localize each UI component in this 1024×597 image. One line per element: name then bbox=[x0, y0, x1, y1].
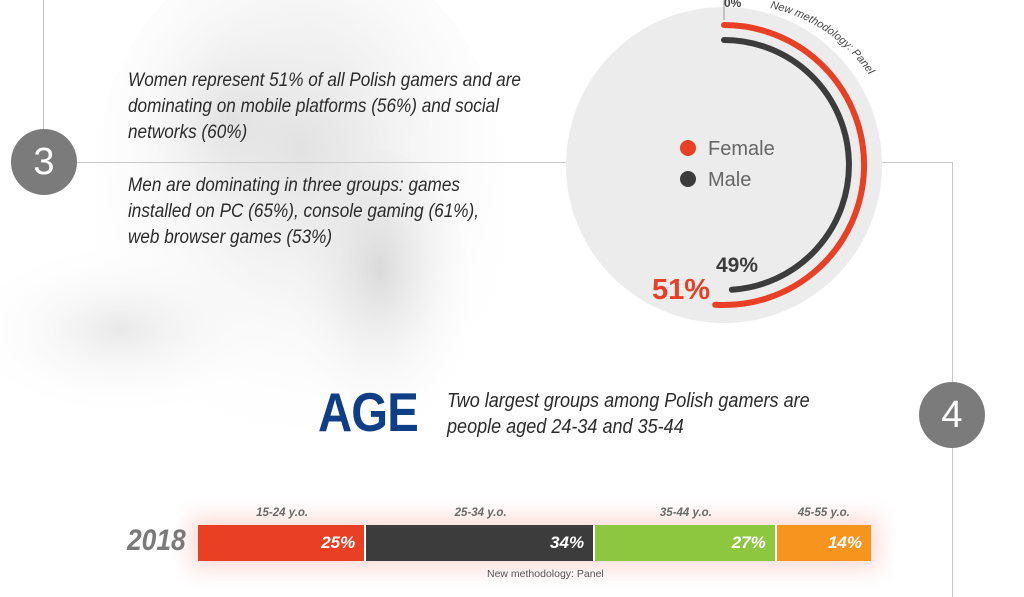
legend-male-label: Male bbox=[708, 169, 751, 191]
connector-line bbox=[77, 162, 953, 163]
background-photo bbox=[0, 0, 510, 460]
step-number-3: 3 bbox=[11, 129, 77, 195]
female-value-label: 51% bbox=[652, 274, 710, 306]
age-group-label: 35-44 y.o. bbox=[659, 507, 712, 519]
age-group-label: 15-24 y.o. bbox=[256, 507, 309, 519]
age-segment-15-24-y-o: 25% bbox=[198, 525, 365, 561]
connector-line bbox=[952, 448, 953, 597]
age-group-label: 45-55 y.o. bbox=[797, 507, 850, 519]
gender-chart: New methodology: Panel 0% Female Male 49… bbox=[566, 0, 882, 323]
connector-line bbox=[43, 0, 44, 130]
men-statement: Men are dominating in three groups: game… bbox=[128, 174, 480, 248]
age-segment-25-34-y-o: 34% bbox=[366, 525, 594, 561]
methodology-note: New methodology: Panel bbox=[487, 568, 604, 580]
legend-male-dot bbox=[680, 171, 696, 187]
age-stacked-bar: 25% 34% 27% 14% bbox=[198, 525, 871, 561]
age-group-label: 25-34 y.o. bbox=[454, 507, 507, 519]
female-arc bbox=[712, 22, 867, 308]
age-segment-45-55-y-o: 14% bbox=[776, 525, 871, 561]
age-segment-35-44-y-o: 27% bbox=[595, 525, 775, 561]
step-number-4: 4 bbox=[919, 382, 985, 448]
male-value-label: 49% bbox=[716, 254, 758, 277]
legend-female-label: Female bbox=[708, 138, 775, 160]
age-title: AGE bbox=[318, 381, 419, 443]
zero-label: 0% bbox=[724, 0, 742, 10]
male-arc bbox=[721, 37, 852, 293]
chart-backdrop bbox=[566, 7, 882, 323]
connector-line bbox=[952, 162, 953, 382]
age-description: Two largest groups among Polish gamers a… bbox=[447, 389, 810, 438]
legend-female-dot bbox=[680, 140, 696, 156]
year-label: 2018 bbox=[127, 524, 186, 557]
women-statement: Women represent 51% of all Polish gamers… bbox=[128, 69, 521, 143]
